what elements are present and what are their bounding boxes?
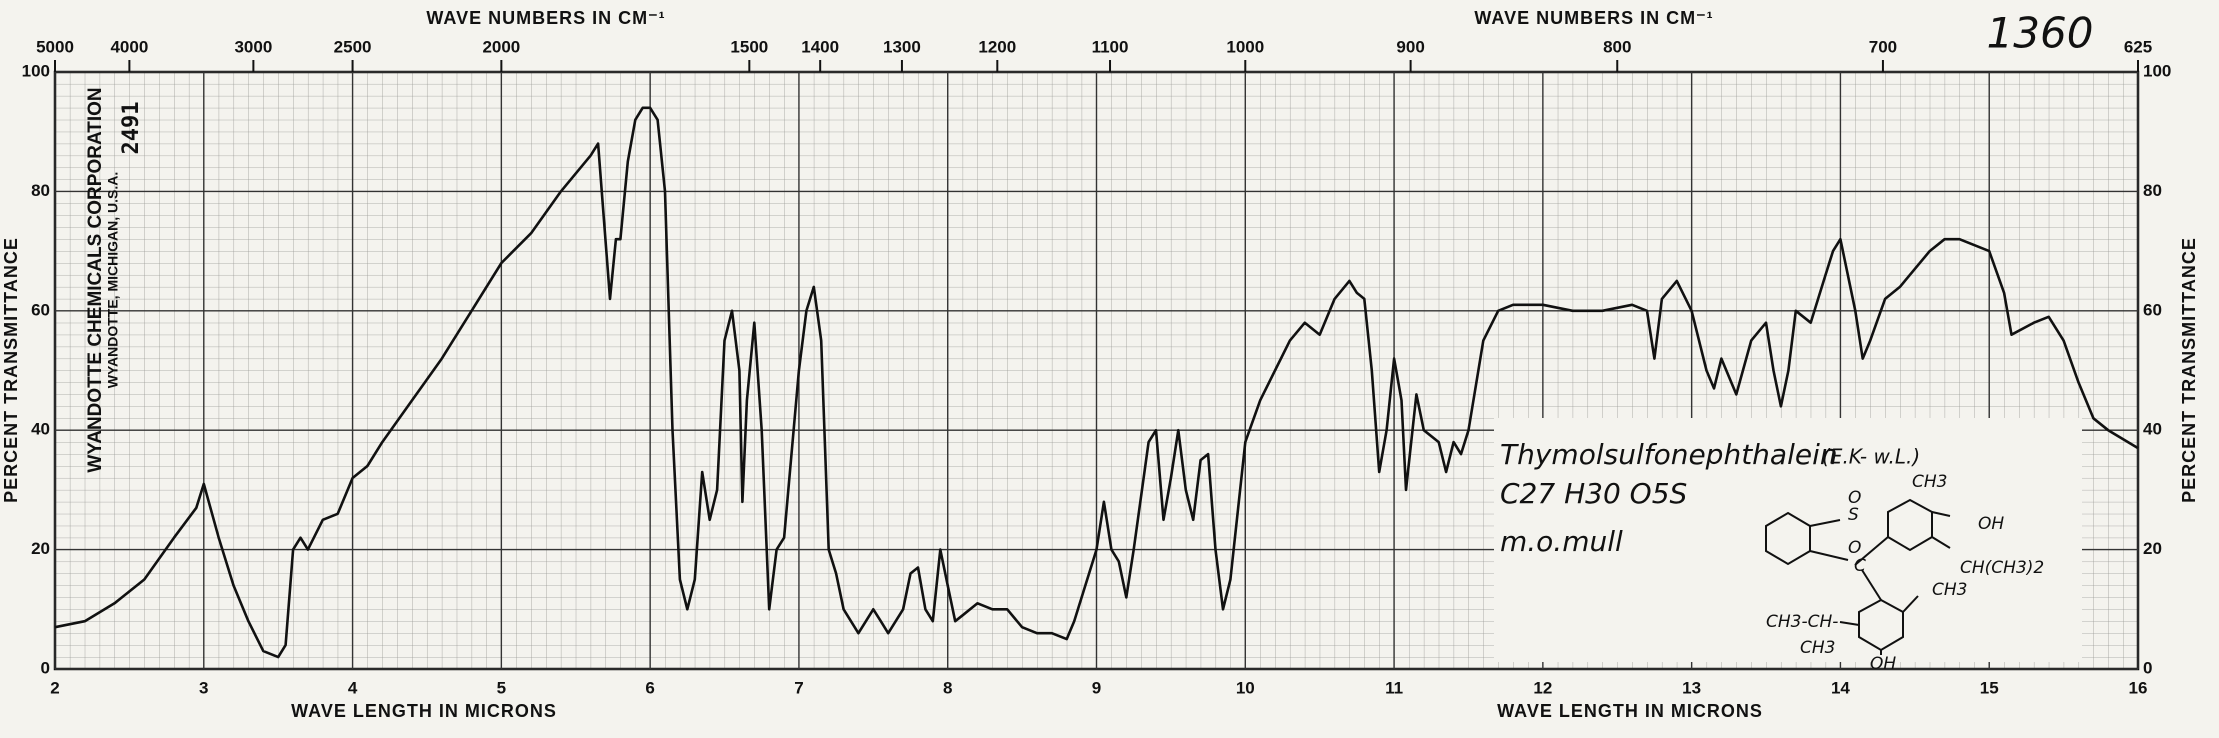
x2-tick-label: 5000 <box>36 37 74 56</box>
x-tick-label: 13 <box>1682 678 1701 697</box>
x-axis-title: WAVE LENGTH IN MICRONS <box>291 701 557 721</box>
x-tick-label: 9 <box>1092 678 1101 697</box>
sample-prep: m.o.mull <box>1500 525 1623 558</box>
y-tick-label: 100 <box>22 61 50 80</box>
structure-label: S <box>1848 505 1859 525</box>
x2-tick-label: 700 <box>1869 37 1897 56</box>
y2-tick-label: 20 <box>2143 539 2162 558</box>
y2-tick-label: 40 <box>2143 420 2162 439</box>
structure-label: CH3 <box>1912 472 1947 492</box>
x2-tick-label: 1200 <box>978 37 1016 56</box>
x-tick-label: 8 <box>943 678 952 697</box>
compound-name: Thymolsulfonephthalein <box>1500 438 1838 471</box>
x2-tick-label: 1400 <box>801 37 839 56</box>
y2-tick-label: 100 <box>2143 61 2171 80</box>
x2-tick-label: 800 <box>1603 37 1631 56</box>
x-tick-label: 12 <box>1533 678 1552 697</box>
structure-label: CH3 <box>1932 580 1967 600</box>
top-axis-title: WAVE NUMBERS IN CM⁻¹ <box>1474 8 1713 28</box>
x2-tick-label: 900 <box>1396 37 1424 56</box>
x2-tick-label: 1300 <box>883 37 921 56</box>
y2-tick-label: 60 <box>2143 300 2162 319</box>
x-tick-label: 15 <box>1980 678 1999 697</box>
structure-label: O <box>1848 538 1861 558</box>
structure-label: C <box>1854 556 1866 576</box>
x-tick-label: 4 <box>348 678 358 697</box>
y-tick-label: 20 <box>31 539 50 558</box>
x-tick-label: 7 <box>794 678 803 697</box>
x-tick-label: 14 <box>1831 678 1850 697</box>
x-axis-title: WAVE LENGTH IN MICRONS <box>1497 701 1763 721</box>
structure-label: OH <box>1870 654 1896 674</box>
top-axis-title: WAVE NUMBERS IN CM⁻¹ <box>426 8 665 28</box>
y-axis-title: PERCENT TRANSMITTANCE <box>2179 237 2199 503</box>
y2-tick-label: 80 <box>2143 181 2162 200</box>
y-tick-label: 60 <box>31 300 50 319</box>
structure-label: CH3-CH- <box>1766 612 1838 632</box>
structure-label: CH3 <box>1800 638 1835 658</box>
x-tick-label: 2 <box>50 678 59 697</box>
x-tick-label: 10 <box>1236 678 1255 697</box>
y2-tick-label: 0 <box>2143 658 2152 677</box>
annotation-box <box>1494 418 2082 662</box>
x-tick-label: 6 <box>645 678 654 697</box>
company-address: WYANDOTTE, MICHIGAN, U.S.A. <box>105 172 121 389</box>
x-tick-label: 5 <box>497 678 506 697</box>
x2-tick-label: 2500 <box>334 37 372 56</box>
structure-label: OH <box>1978 514 2004 534</box>
spectrum-line <box>54 106 2139 659</box>
x2-tick-label: 4000 <box>110 37 148 56</box>
y-tick-label: 80 <box>31 181 50 200</box>
structure-label: O <box>1848 488 1861 508</box>
x-tick-label: 16 <box>2129 678 2148 697</box>
structure-label: CH(CH3)2 <box>1960 558 2044 578</box>
company-name: WYANDOTTE CHEMICALS CORPORATION <box>85 87 106 472</box>
x2-tick-label: 1100 <box>1092 37 1129 56</box>
compound-source: (E.K- w.L.) <box>1822 445 1920 469</box>
structure-drawing <box>1765 498 1951 655</box>
spectrum-number: 2491 <box>119 102 144 155</box>
x2-tick-label: 2000 <box>482 37 520 56</box>
x-tick-label: 11 <box>1385 678 1403 697</box>
y-tick-label: 0 <box>41 658 50 677</box>
y-axis-title: PERCENT TRANSMITTANCE <box>1 237 21 503</box>
x2-tick-label: 1500 <box>730 37 768 56</box>
y-tick-label: 40 <box>31 420 50 439</box>
compound-formula: C27 H30 O5S <box>1500 477 1687 510</box>
x-tick-label: 3 <box>199 678 208 697</box>
sheet-number: 1360 <box>1987 9 2094 58</box>
x2-tick-label: 3000 <box>234 37 272 56</box>
x2-tick-label: 625 <box>2124 37 2152 56</box>
x2-tick-label: 1000 <box>1226 37 1264 56</box>
